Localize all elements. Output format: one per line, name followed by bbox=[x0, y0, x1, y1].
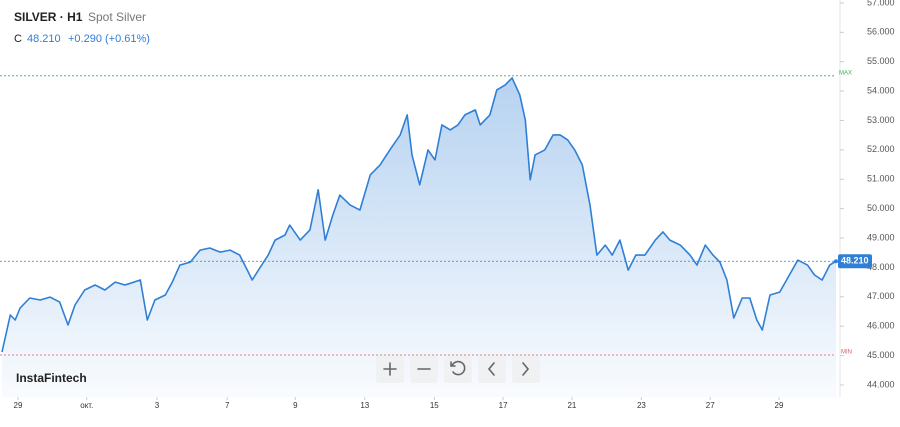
price-tag bbox=[838, 254, 872, 269]
y-tick-label: 44.000 bbox=[867, 379, 895, 389]
last-point bbox=[834, 259, 838, 264]
area-fill bbox=[2, 77, 836, 398]
y-tick-label: 53.000 bbox=[867, 115, 895, 125]
brand: InstaFintech bbox=[16, 371, 87, 385]
subtitle: Spot Silver bbox=[88, 10, 146, 24]
reset-button[interactable] bbox=[444, 355, 472, 383]
x-tick-label: окт. bbox=[80, 401, 93, 410]
x-tick-label: 3 bbox=[155, 401, 160, 410]
toolbar bbox=[376, 355, 540, 383]
plot bbox=[1, 77, 838, 398]
max-line-label: MAX bbox=[839, 70, 852, 76]
close-label: C bbox=[14, 33, 22, 45]
y-tick-label: 46.000 bbox=[867, 321, 895, 331]
x-tick-label: 21 bbox=[567, 401, 576, 410]
x-tick-label: 15 bbox=[430, 401, 439, 410]
chart-title: SILVER · H1 bbox=[14, 10, 83, 24]
y-tick-label: 45.000 bbox=[867, 350, 895, 360]
y-tick-label: 54.000 bbox=[867, 85, 895, 95]
scroll-right-button[interactable] bbox=[512, 355, 540, 383]
plus-icon bbox=[383, 362, 397, 376]
min-line-label: MIN bbox=[841, 350, 852, 356]
y-tick-label: 57.000 bbox=[867, 0, 895, 7]
x-tick-label: 23 bbox=[637, 401, 646, 410]
close-value: 48.210 bbox=[27, 33, 61, 45]
price-tag-label: 48.210 bbox=[841, 256, 869, 266]
x-tick-label: 9 bbox=[293, 401, 298, 410]
x-tick-label: 17 bbox=[499, 401, 508, 410]
reset-icon bbox=[450, 360, 466, 376]
x-tick-label: 7 bbox=[225, 401, 230, 410]
y-tick-label: 47.000 bbox=[867, 291, 895, 301]
right-icon bbox=[522, 362, 530, 376]
y-tick-label: 50.000 bbox=[867, 203, 895, 213]
left-icon bbox=[487, 362, 495, 376]
y-tick-label: 49.000 bbox=[867, 232, 895, 242]
x-tick-label: 29 bbox=[14, 401, 23, 410]
y-tick-label: 52.000 bbox=[867, 144, 895, 154]
x-tick-label: 29 bbox=[775, 401, 784, 410]
scroll-left-button[interactable] bbox=[478, 355, 506, 383]
price-line bbox=[1, 77, 837, 353]
y-tick-label: 51.000 bbox=[867, 174, 895, 184]
change: +0.290 (+0.61%) bbox=[68, 33, 150, 45]
x-tick-label: 13 bbox=[360, 401, 369, 410]
y-tick-label: 55.000 bbox=[867, 56, 895, 66]
y-tick-label: 48.000 bbox=[867, 262, 895, 272]
x-tick-label: 27 bbox=[706, 401, 715, 410]
y-tick-label: 56.000 bbox=[867, 27, 895, 37]
